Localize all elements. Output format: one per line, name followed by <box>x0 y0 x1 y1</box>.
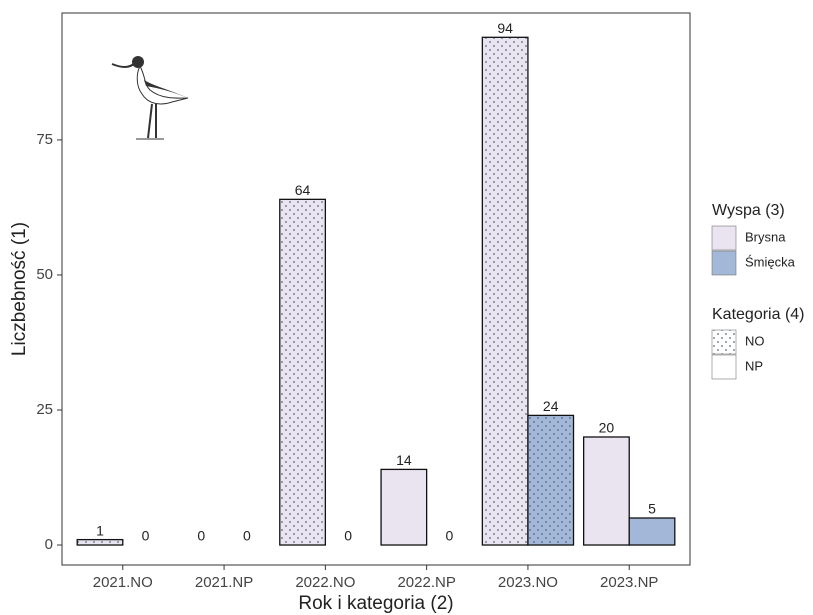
value-label: 0 <box>344 528 352 544</box>
x-tick-label: 2022.NP <box>397 574 455 591</box>
x-tick-label: 2022.NO <box>295 574 355 591</box>
legend-label: Brysna <box>745 229 786 244</box>
value-label: 0 <box>142 528 150 544</box>
value-label: 5 <box>648 501 656 517</box>
y-axis-title: Liczbebność (1) <box>9 222 30 356</box>
y-tick-label: 50 <box>36 266 53 283</box>
legend-key <box>712 226 736 250</box>
bar <box>584 437 630 545</box>
bar <box>77 540 123 545</box>
value-label: 0 <box>446 528 454 544</box>
legend-label: NP <box>745 358 763 373</box>
legend-label: NO <box>745 333 765 348</box>
y-tick-label: 25 <box>36 401 53 418</box>
bar <box>381 469 427 545</box>
x-tick-label: 2021.NO <box>93 574 153 591</box>
x-axis-title: Rok i kategoria (2) <box>298 593 453 614</box>
bar <box>528 415 574 545</box>
value-label: 14 <box>396 452 412 468</box>
legend-key <box>712 330 736 354</box>
legend-title: Kategoria (4) <box>712 306 805 323</box>
y-tick-label: 75 <box>36 131 53 148</box>
value-label: 24 <box>543 398 559 414</box>
chart: Rok i kategoria (2) Liczbebność (1) Wysp… <box>0 0 813 615</box>
y-tick-label: 0 <box>45 536 53 553</box>
value-label: 1 <box>96 522 104 538</box>
legend-label: Śmięcka <box>745 254 796 269</box>
bar <box>482 37 528 545</box>
bar <box>629 518 675 545</box>
legend-key <box>712 251 736 275</box>
legend-title: Wyspa (3) <box>712 202 785 219</box>
x-tick-label: 2023.NO <box>498 574 558 591</box>
value-label: 64 <box>295 182 311 198</box>
x-tick-label: 2021.NP <box>195 574 253 591</box>
bar <box>280 199 326 545</box>
value-label: 94 <box>497 20 513 36</box>
value-label: 0 <box>197 528 205 544</box>
value-label: 0 <box>243 528 251 544</box>
value-label: 20 <box>599 420 615 436</box>
legend-key <box>712 355 736 379</box>
x-tick-label: 2023.NP <box>600 574 658 591</box>
